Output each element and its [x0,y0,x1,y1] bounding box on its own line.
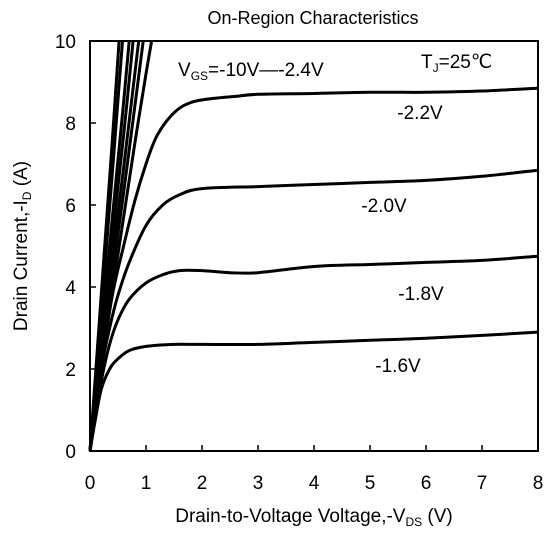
y-tick-label: 8 [65,114,76,135]
x-tick-label: 3 [253,473,264,494]
vgs-annotation: VGS=-10V—-2.4V [178,60,324,83]
y-tick-label: 6 [65,196,76,217]
x-tick-label: 4 [309,473,320,494]
x-tick-label: 2 [197,473,208,494]
x-tick-label: 6 [421,473,432,494]
y-tick-label: 4 [65,278,76,299]
chart-title: On-Region Characteristics [207,8,418,28]
x-ticks: 0 1 2 3 4 5 6 7 8 [85,445,544,494]
series-label-1: -1.8V [398,284,444,305]
y-ticks: 0 2 4 6 8 10 [55,32,96,463]
plot-frame [89,40,539,452]
series-label-bg-2 [355,194,413,216]
series-line-4 [88,40,154,452]
series-label-3: -2.2V [397,103,443,124]
series-line-3 [88,86,539,452]
x-tick-label: 8 [533,473,544,494]
y-tick-label: 10 [55,32,76,53]
x-tick-label: 5 [365,473,376,494]
series-label-0: -1.6V [375,356,421,377]
series-label-bg-0 [369,354,427,376]
series-label-bg-1 [392,282,450,304]
series-line-2 [88,168,539,452]
series-label-2: -2.0V [361,196,407,217]
series-line-10 [88,40,121,452]
y-axis-label: Drain Current,-ID (A) [11,161,34,331]
curves [88,40,539,452]
series-label-bg-3 [391,101,449,123]
curve-labels: -1.6V -1.8V -2.0V -2.2V [355,101,450,377]
x-axis-label: Drain-to-Voltage Voltage,-VDS (V) [175,506,453,529]
x-tick-label: 0 [85,473,96,494]
x-tick-label: 1 [141,473,152,494]
series-line-0 [88,330,539,452]
x-tick-label: 7 [477,473,488,494]
series-line-1 [88,254,539,452]
y-tick-label: 2 [65,360,76,381]
tj-annotation: TJ=25℃ [421,52,492,75]
y-tick-label: 0 [65,442,76,463]
